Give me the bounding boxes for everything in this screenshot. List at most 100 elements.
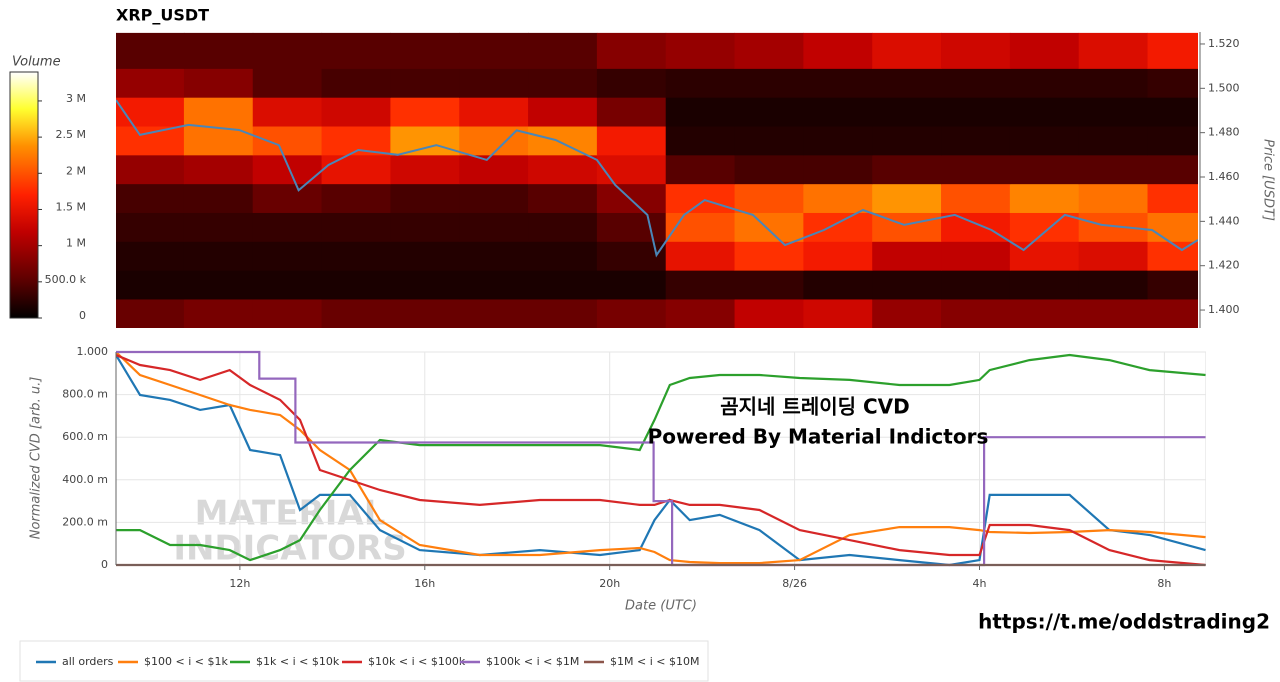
y-tick-label: 1.420 <box>1208 259 1240 272</box>
heat-cell <box>1009 212 1080 242</box>
heat-cell <box>1078 68 1149 98</box>
heat-cell <box>803 183 873 213</box>
colorbar-tick-label: 1 M <box>66 237 86 250</box>
heat-cell <box>596 154 667 185</box>
legend-label: $100k < i < $1M <box>486 655 579 668</box>
heat-cell <box>1009 183 1080 213</box>
colorbar-tick-label: 3 M <box>66 92 86 105</box>
heat-cell <box>528 126 598 156</box>
heat-cell <box>459 32 529 69</box>
heat-cell <box>116 183 185 213</box>
x-tick-label: 16h <box>414 577 435 590</box>
x-axis-label: Date (UTC) <box>625 599 697 614</box>
heat-cell <box>183 32 254 69</box>
heat-cell <box>734 68 804 98</box>
heat-cell <box>183 298 254 328</box>
chart-title: XRP_USDT <box>116 6 209 25</box>
heat-cell <box>183 97 254 127</box>
heat-cell <box>390 270 460 300</box>
x-tick-label: 4h <box>973 577 987 590</box>
heat-cell <box>665 270 736 300</box>
y-tick-label: 1.460 <box>1208 170 1240 183</box>
x-tick-label: 8h <box>1157 577 1171 590</box>
heat-cell <box>390 241 460 271</box>
heat-cell <box>803 298 873 328</box>
heat-cell <box>734 212 804 242</box>
heat-cell <box>528 183 598 213</box>
heat-cell <box>528 298 598 328</box>
heat-cell <box>390 154 460 185</box>
heat-cell <box>528 32 598 69</box>
heat-cell <box>321 212 391 242</box>
heat-cell <box>941 126 1011 156</box>
heat-cell <box>596 68 667 98</box>
heat-cell <box>803 154 873 185</box>
watermark: INDICATORS <box>173 529 406 569</box>
heat-cell <box>1009 298 1080 328</box>
heat-cell <box>1009 241 1080 271</box>
heat-cell <box>665 68 736 98</box>
heat-cell <box>390 183 460 213</box>
heat-cell <box>459 97 529 127</box>
heat-cell <box>459 270 529 300</box>
heat-cell <box>941 212 1011 242</box>
heat-cell <box>872 241 942 271</box>
y-axis-label: Normalized CVD [arb. u.] <box>29 377 44 540</box>
heat-cell <box>321 97 391 127</box>
heat-cell <box>116 68 185 98</box>
link-text: https://t.me/oddstrading2 <box>978 610 1270 634</box>
y-axis-label: Price [USDT] <box>1261 139 1276 221</box>
heat-cell <box>390 212 460 242</box>
heat-cell <box>252 68 323 98</box>
heat-cell <box>183 154 254 185</box>
heat-cell <box>252 97 323 127</box>
y-tick-label: 600.0 m <box>62 430 108 443</box>
heat-cell <box>1078 97 1149 127</box>
cvd-line <box>116 350 1206 567</box>
heat-cell <box>1009 32 1080 69</box>
heat-cell <box>1078 183 1149 213</box>
heat-cell <box>1078 298 1149 328</box>
heat-cell <box>390 32 460 69</box>
legend-label: $10k < i < $100k <box>368 655 466 668</box>
heat-cell <box>665 97 736 127</box>
heat-cell <box>1147 126 1198 156</box>
heat-cell <box>665 183 736 213</box>
heat-cell <box>459 298 529 328</box>
heat-cell <box>803 32 873 69</box>
x-tick-label: 20h <box>599 577 620 590</box>
heat-cell <box>459 212 529 242</box>
y-tick-label: 400.0 m <box>62 473 108 486</box>
heat-cell <box>183 183 254 213</box>
heat-cell <box>596 126 667 156</box>
heat-cell <box>321 32 391 69</box>
cvd-line <box>116 353 1206 562</box>
y-tick-label: 1.000 <box>77 345 109 358</box>
heat-cell <box>872 183 942 213</box>
heat-cell <box>116 270 185 300</box>
heat-cell <box>528 212 598 242</box>
heat-cell <box>528 68 598 98</box>
heat-cell <box>1078 32 1149 69</box>
heat-cell <box>1078 270 1149 300</box>
heat-cell <box>803 97 873 127</box>
cvd-line <box>116 353 1206 567</box>
heat-cell <box>596 32 667 69</box>
colorbar-tick-label: 500.0 k <box>45 273 87 286</box>
heat-cell <box>1147 68 1198 98</box>
heat-cell <box>252 126 323 156</box>
colorbar <box>9 71 39 319</box>
colorbar-tick-label: 0 <box>79 309 86 322</box>
heat-cell <box>1078 241 1149 271</box>
heat-cell <box>1147 183 1198 213</box>
heat-cell <box>390 126 460 156</box>
y-tick-label: 200.0 m <box>62 515 108 528</box>
heat-cell <box>1009 270 1080 300</box>
heat-cell <box>252 32 323 69</box>
heat-cell <box>734 32 804 69</box>
heat-cell <box>459 241 529 271</box>
heat-cell <box>734 97 804 127</box>
heat-cell <box>321 241 391 271</box>
heat-cell <box>665 32 736 69</box>
